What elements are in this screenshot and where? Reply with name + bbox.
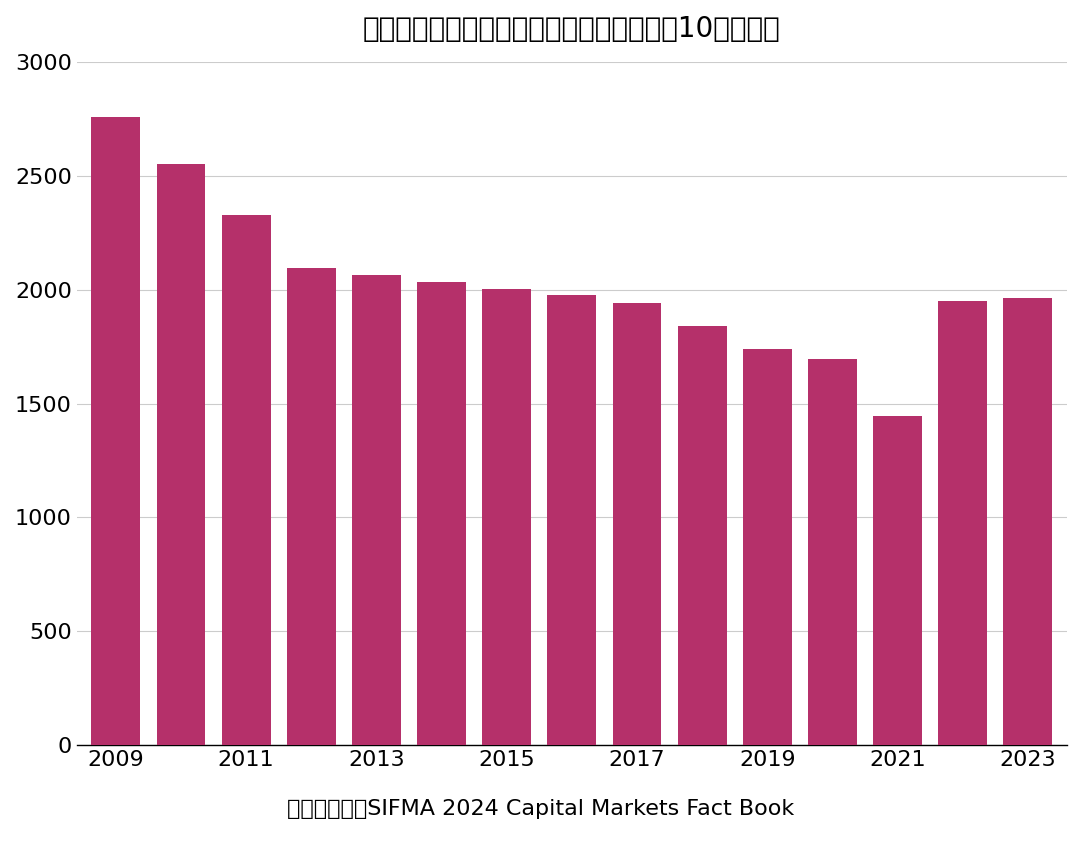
Bar (222, 214, 270, 745)
Bar (418, 282, 466, 745)
Bar (1003, 298, 1053, 745)
Bar (352, 275, 400, 745)
Bar (873, 416, 922, 745)
Bar (157, 165, 206, 745)
Bar (677, 326, 727, 745)
Bar (612, 303, 661, 745)
Bar (91, 116, 141, 745)
Bar (287, 268, 335, 745)
Title: 米国政府機関債の発行残高の推移（単位：10億ドル）: 米国政府機関債の発行残高の推移（単位：10億ドル） (362, 15, 781, 43)
Bar (483, 289, 531, 745)
Bar (808, 360, 857, 745)
Bar (547, 295, 596, 745)
Bar (743, 349, 792, 745)
Text: データ出所：SIFMA 2024 Capital Markets Fact Book: データ出所：SIFMA 2024 Capital Markets Fact Bo… (288, 798, 794, 819)
Bar (938, 301, 987, 745)
